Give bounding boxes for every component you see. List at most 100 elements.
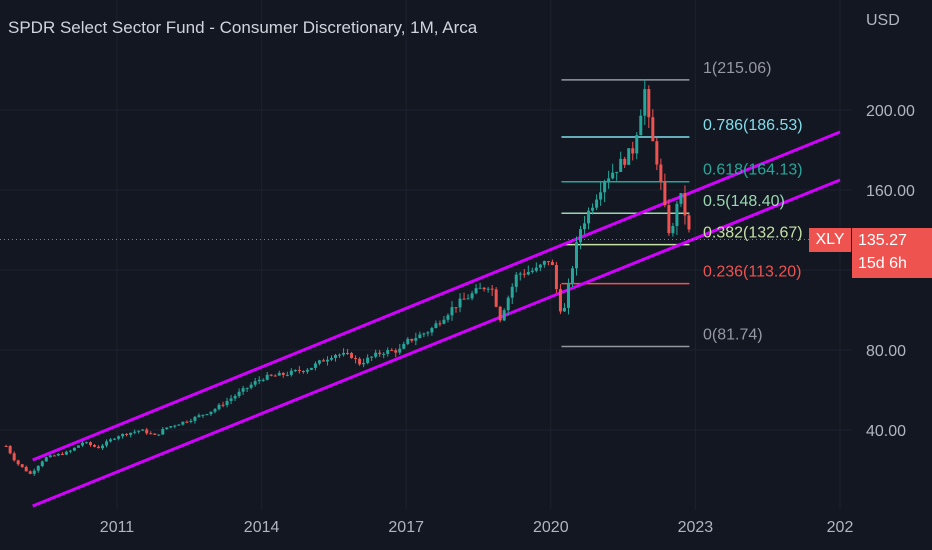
candle-up — [575, 242, 579, 269]
candle-up — [213, 409, 217, 412]
candle-down — [550, 261, 554, 265]
candle-up — [599, 192, 603, 200]
candle-down — [394, 350, 398, 353]
fib-level-label: 0.5(148.40) — [703, 193, 785, 210]
candle-down — [301, 371, 305, 373]
candle-up — [109, 439, 113, 442]
candle-up — [542, 261, 546, 265]
candle-up — [64, 451, 68, 455]
candle-down — [647, 89, 651, 118]
candle-down — [462, 298, 466, 300]
candle-down — [273, 375, 277, 377]
candle-down — [494, 289, 498, 307]
candle-up — [643, 89, 647, 116]
candle-up — [245, 387, 249, 389]
candle-up — [80, 442, 84, 446]
candle-down — [490, 288, 494, 290]
time-tick-label: 2020 — [533, 519, 569, 536]
candle-down — [438, 323, 442, 325]
candle-up — [133, 431, 137, 433]
candle-up — [181, 421, 185, 425]
candle-up — [40, 461, 44, 467]
candle-up — [434, 323, 438, 328]
candle-up — [591, 207, 595, 211]
candle-up — [217, 404, 221, 410]
candle-up — [526, 271, 530, 275]
candle-up — [68, 450, 72, 452]
candle-down — [281, 372, 285, 375]
candle-down — [24, 466, 28, 472]
candle-down — [651, 117, 655, 142]
chart-title: SPDR Select Sector Fund - Consumer Discr… — [8, 18, 478, 37]
candle-up — [538, 264, 542, 268]
candle-up — [36, 466, 40, 471]
candle-down — [185, 421, 189, 423]
candle-up — [56, 453, 60, 456]
candle-up — [518, 273, 522, 275]
candle-down — [554, 264, 558, 290]
symbol-badge: XLY — [809, 228, 851, 252]
candle-up — [105, 441, 109, 446]
candle-up — [32, 470, 36, 474]
fib-level-labels: 1(215.06) 0.786(186.53) 0.618(164.13) 0.5(1… — [703, 60, 803, 344]
candle-up — [177, 424, 181, 426]
candle-up — [506, 297, 510, 311]
candle-up — [261, 379, 265, 381]
candle-up — [141, 429, 145, 431]
candle-down — [88, 442, 92, 446]
candle-down — [683, 193, 687, 216]
fib-level-label: 0.786(186.53) — [703, 117, 803, 134]
candle-down — [655, 141, 659, 165]
candle-up — [579, 229, 583, 243]
candle-down — [97, 446, 101, 449]
time-tick-label: 2014 — [244, 519, 280, 536]
candle-up — [129, 432, 133, 435]
time-tick-label: 2023 — [678, 519, 714, 536]
candle-up — [583, 223, 587, 230]
candle-up — [225, 400, 229, 406]
candle-up — [169, 426, 173, 428]
candle-up — [611, 172, 615, 179]
chart-grid — [0, 0, 852, 510]
candle-down — [687, 215, 691, 230]
candle-down — [667, 205, 671, 234]
candle-down — [522, 273, 526, 275]
candle-up — [157, 434, 161, 436]
candle-up — [639, 115, 643, 136]
candle-up — [562, 307, 566, 312]
candle-up — [113, 438, 117, 440]
candle-up — [289, 370, 293, 375]
candle-down — [52, 455, 56, 457]
candle-up — [237, 391, 241, 396]
candle-up — [442, 319, 446, 324]
candle-up — [627, 148, 631, 165]
candle-up — [305, 369, 309, 372]
candle-up — [414, 338, 418, 341]
candle-up — [450, 307, 454, 316]
candle-down — [16, 460, 20, 465]
candle-up — [362, 362, 366, 365]
candle-up — [201, 414, 205, 416]
candle-up — [566, 284, 570, 308]
candle-up — [44, 457, 48, 462]
candle-down — [358, 358, 362, 365]
price-tick-label: 160.00 — [866, 183, 915, 200]
candle-up — [309, 367, 313, 370]
candle-down — [663, 182, 667, 206]
price-tick-label: 40.00 — [866, 423, 906, 440]
price-tick-label: 200.00 — [866, 103, 915, 120]
candle-up — [570, 268, 574, 285]
candle-up — [76, 445, 80, 448]
candle-up — [366, 357, 370, 363]
candle-up — [530, 270, 534, 272]
candle-up — [587, 210, 591, 224]
candle-up — [229, 398, 233, 401]
candle-up — [313, 363, 317, 368]
channel-line — [32, 130, 841, 462]
candle-down — [20, 464, 24, 467]
candle-up — [675, 203, 679, 226]
candle-up — [510, 286, 514, 298]
candle-down — [354, 358, 358, 360]
candle-up — [317, 360, 321, 364]
